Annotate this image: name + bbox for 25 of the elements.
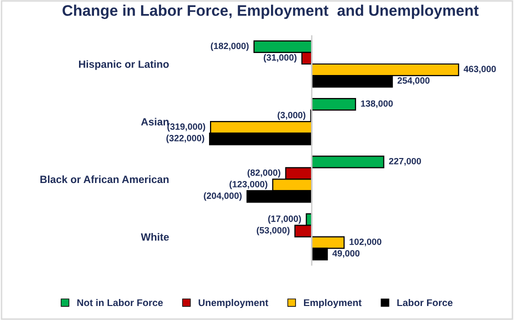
data-label: (123,000) — [230, 180, 268, 190]
data-label: (204,000) — [204, 192, 242, 201]
data-label: (17,000) — [268, 215, 301, 224]
data-label: 102,000 — [350, 238, 382, 246]
data-label: (53,000) — [256, 226, 290, 236]
data-label: 463,000 — [464, 66, 496, 74]
data-label: (322,000) — [166, 134, 204, 144]
y-tick-label: Black or African American — [40, 175, 169, 184]
legend-label: Not in Labor Force — [77, 298, 163, 306]
data-label: 227,000 — [389, 158, 421, 166]
data-label: (182,000) — [210, 42, 249, 51]
y-tick-label: Hispanic or Latino — [79, 60, 169, 70]
y-tick-label: Asian — [141, 118, 169, 126]
chart-title: Change in Labor Force, Employment and Unemployment — [62, 4, 479, 19]
data-label: 49,000 — [332, 250, 360, 258]
data-label: 254,000 — [398, 77, 430, 86]
data-label: (3,000) — [278, 112, 306, 120]
data-label: (31,000) — [264, 54, 296, 62]
y-tick-label: White — [140, 233, 169, 241]
legend-label: Employment — [304, 298, 362, 308]
data-label: 138,000 — [361, 100, 393, 108]
data-label: (82,000) — [248, 169, 280, 178]
legend-label: Labor Force — [397, 298, 453, 306]
data-label: (319,000) — [167, 123, 206, 132]
legend-label: Unemployment — [198, 298, 268, 308]
